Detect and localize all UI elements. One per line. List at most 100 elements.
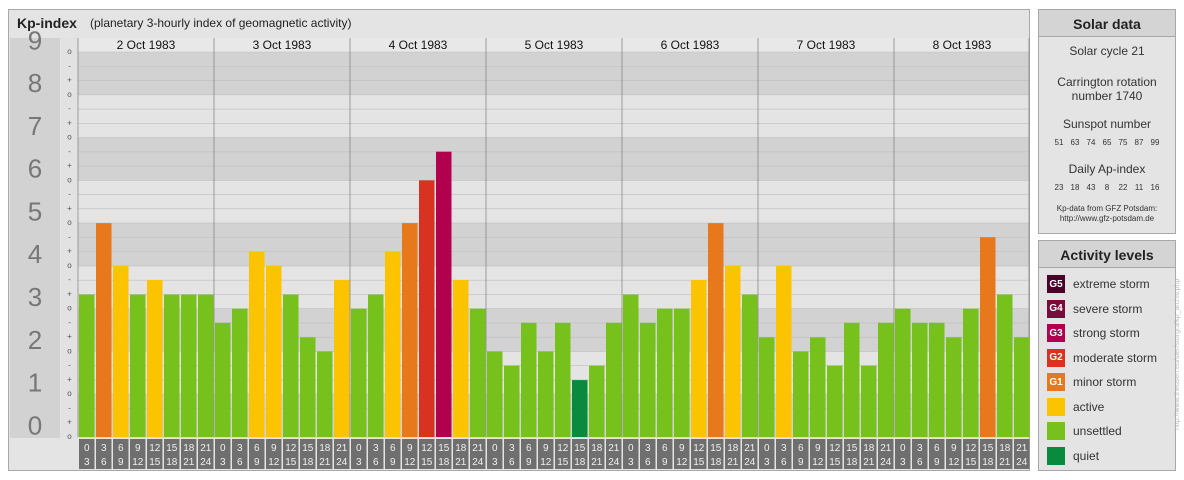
- day-label: 7 Oct 1983: [797, 38, 856, 52]
- interval-start-label: 9: [407, 443, 413, 454]
- y-minor-label: o: [67, 432, 72, 441]
- day-label: 8 Oct 1983: [933, 38, 992, 52]
- kp-bar: [827, 365, 843, 437]
- kp-bar: [691, 280, 707, 437]
- solar-cycle: Solar cycle 21: [1069, 44, 1145, 58]
- y-minor-label: o: [67, 218, 72, 227]
- kp-band-4: [78, 223, 1029, 266]
- interval-cell: [793, 439, 809, 469]
- interval-end-label: 12: [404, 457, 416, 468]
- day-label: 6 Oct 1983: [661, 38, 720, 52]
- y-minor-label: -: [68, 61, 71, 70]
- ap-values: 23 18 43 8 22 11 16: [1039, 183, 1175, 192]
- interval-end-label: 3: [492, 457, 498, 468]
- y-minor-label: o: [67, 261, 72, 270]
- day-label: 2 Oct 1983: [117, 38, 176, 52]
- interval-start-label: 12: [149, 443, 161, 454]
- interval-end-label: 18: [574, 457, 586, 468]
- interval-end-label: 3: [220, 457, 226, 468]
- legend-label: active: [1073, 399, 1105, 414]
- day-label: 5 Oct 1983: [525, 38, 584, 52]
- y-minor-label: -: [68, 275, 71, 284]
- interval-start-label: 9: [679, 443, 685, 454]
- interval-cell: [181, 439, 197, 469]
- interval-start-label: 18: [727, 443, 739, 454]
- legend-item: unsettled: [1047, 421, 1122, 441]
- interval-start-label: 0: [84, 443, 90, 454]
- sunspot-value: 51: [1054, 138, 1064, 147]
- activity-title: Activity levels: [1060, 247, 1154, 263]
- legend-swatch: [1047, 422, 1065, 440]
- interval-end-label: 9: [934, 457, 940, 468]
- y-minor-label: -: [68, 361, 71, 370]
- interval-end-label: 24: [608, 457, 620, 468]
- interval-cell: [283, 439, 299, 469]
- interval-start-label: 9: [271, 443, 277, 454]
- interval-start-label: 9: [135, 443, 141, 454]
- interval-start-label: 6: [118, 443, 124, 454]
- legend-label: moderate storm: [1073, 350, 1158, 365]
- interval-start-label: 6: [526, 443, 532, 454]
- interval-end-label: 21: [863, 457, 875, 468]
- interval-cell: [708, 439, 724, 469]
- interval-end-label: 6: [645, 457, 651, 468]
- interval-cell: [147, 439, 163, 469]
- interval-end-label: 9: [662, 457, 668, 468]
- interval-cell: [776, 439, 792, 469]
- interval-end-label: 12: [676, 457, 688, 468]
- ap-value: 8: [1104, 183, 1110, 192]
- legend-swatch: G5: [1047, 275, 1065, 293]
- kp-bar: [844, 322, 860, 437]
- interval-cell: [912, 439, 928, 469]
- interval-start-label: 15: [302, 443, 314, 454]
- day-header-band: [78, 38, 1029, 52]
- y-minor-label: +: [67, 247, 72, 256]
- legend-item: quiet: [1047, 446, 1099, 466]
- interval-cell: [929, 439, 945, 469]
- interval-start-label: 21: [472, 443, 484, 454]
- kp-bar: [504, 365, 520, 437]
- kp-bar: [198, 294, 214, 437]
- interval-end-label: 18: [846, 457, 858, 468]
- interval-end-label: 15: [421, 457, 433, 468]
- source-line2: http://www.gfz-potsdam.de: [1059, 214, 1155, 223]
- legend-swatch: G4: [1047, 299, 1065, 318]
- kp-band-5: [78, 180, 1029, 224]
- interval-start-label: 6: [934, 443, 940, 454]
- legend-label: strong storm: [1073, 326, 1140, 340]
- interval-start-label: 15: [982, 443, 994, 454]
- kp-band-3: [78, 265, 1029, 309]
- interval-cell: [1014, 439, 1030, 469]
- interval-start-label: 12: [285, 443, 297, 454]
- interval-start-label: 18: [319, 443, 331, 454]
- day-label: 3 Oct 1983: [253, 38, 312, 52]
- kp-bar: [997, 294, 1013, 437]
- y-minor-label: -: [68, 232, 71, 241]
- kp-bar: [776, 265, 792, 437]
- kp-bar: [470, 308, 486, 437]
- interval-cell: [538, 439, 554, 469]
- kp-band-6: [78, 137, 1029, 181]
- interval-end-label: 3: [356, 457, 362, 468]
- kp-bar: [436, 151, 452, 437]
- y-minor-label: +: [67, 204, 72, 213]
- interval-cell: [963, 439, 979, 469]
- interval-end-label: 9: [390, 457, 396, 468]
- interval-cell: [317, 439, 333, 469]
- kp-bar: [283, 294, 299, 437]
- y-minor-label: +: [67, 76, 72, 85]
- interval-start-label: 0: [900, 443, 906, 454]
- interval-cell: [623, 439, 639, 469]
- interval-start-label: 15: [166, 443, 178, 454]
- kp-bar: [572, 380, 588, 437]
- interval-start-label: 3: [645, 443, 651, 454]
- interval-end-label: 18: [982, 457, 994, 468]
- kp-bar: [351, 308, 367, 437]
- carrington-line2: number 1740: [1071, 89, 1143, 103]
- source-watermark: http://www.theusen.eu/ster/sturgra/kp_ar…: [1174, 278, 1181, 431]
- interval-cell: [249, 439, 265, 469]
- y-minor-label: o: [67, 133, 72, 142]
- kp-bar: [589, 365, 605, 437]
- interval-end-label: 15: [693, 457, 705, 468]
- interval-start-label: 21: [744, 443, 756, 454]
